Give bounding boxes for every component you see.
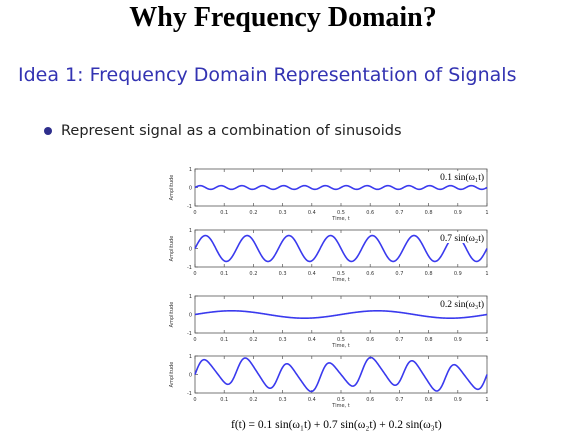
x-tick-label: 0: [193, 210, 196, 216]
x-tick-label: 0.1: [220, 397, 228, 403]
x-tick-label: 0.6: [366, 210, 374, 216]
x-tick-label: 0: [193, 271, 196, 277]
x-tick-label: 0.3: [279, 397, 287, 403]
bullet-item: Represent signal as a combination of sin…: [44, 123, 402, 139]
sum-formula: f(t) = 0.1 sin(ω₁t) + 0.7 sin(ω₂t) + 0.2…: [231, 419, 442, 431]
x-tick-label: 1: [485, 271, 488, 277]
x-tick-label: 0.7: [395, 271, 403, 277]
x-tick-label: 0: [193, 397, 196, 403]
signal-line: [194, 234, 488, 263]
x-tick-label: 0.4: [308, 210, 316, 216]
x-tick-label: 0.8: [425, 337, 433, 343]
x-tick-label: 0.4: [308, 337, 316, 343]
x-tick-label: 0.9: [454, 271, 462, 277]
x-tick-label: 0.1: [220, 210, 228, 216]
y-axis-label: Amplitude: [169, 362, 175, 388]
x-tick-label: 1: [485, 337, 488, 343]
label-bg: [424, 171, 486, 182]
x-tick-label: 0.6: [366, 337, 374, 343]
y-axis-label: Amplitude: [169, 302, 175, 328]
signal-line: [194, 310, 488, 319]
label-bg: [424, 232, 486, 243]
label-bg: [424, 298, 486, 309]
x-tick-label: 0.7: [395, 337, 403, 343]
x-axis-label: Time, t: [331, 403, 349, 409]
x-tick-label: 0.1: [220, 271, 228, 277]
x-tick-label: 0.5: [337, 337, 345, 343]
x-tick-label: 0.3: [279, 337, 287, 343]
y-tick-label: 0: [189, 313, 192, 319]
x-tick-label: 0: [193, 337, 196, 343]
x-tick-label: 0.5: [337, 210, 345, 216]
x-tick-label: 0.9: [454, 210, 462, 216]
x-tick-label: 0.4: [308, 397, 316, 403]
slide-subtitle: Idea 1: Frequency Domain Representation …: [18, 64, 517, 86]
x-axis-label: Time, t: [331, 277, 349, 283]
x-tick-label: 0.8: [425, 397, 433, 403]
y-tick-label: -1: [187, 265, 192, 271]
signal-line: [194, 356, 488, 393]
bullet-dot-icon: [44, 127, 52, 135]
x-tick-label: 1: [485, 397, 488, 403]
x-axis-label: Time, t: [331, 343, 349, 349]
x-tick-label: 0.2: [249, 337, 257, 343]
y-tick-label: -1: [187, 391, 192, 397]
y-axis-label: Amplitude: [169, 175, 175, 201]
x-tick-label: 0.5: [337, 271, 345, 277]
y-tick-label: 1: [189, 167, 192, 173]
y-tick-label: -1: [187, 331, 192, 337]
y-tick-label: 0: [189, 186, 192, 192]
bullet-text: Represent signal as a combination of sin…: [61, 123, 402, 139]
slide-title: Why Frequency Domain?: [129, 2, 437, 33]
x-tick-label: 0.2: [249, 210, 257, 216]
x-tick-label: 0.6: [366, 271, 374, 277]
panel-equation-label: 0.1 sin(ω₁t): [440, 172, 484, 183]
x-tick-label: 0.3: [279, 210, 287, 216]
y-tick-label: -1: [187, 204, 192, 210]
x-tick-label: 0.8: [425, 210, 433, 216]
y-tick-label: 1: [189, 228, 192, 234]
x-tick-label: 0.8: [425, 271, 433, 277]
y-tick-label: 0: [189, 373, 192, 379]
x-tick-label: 0.9: [454, 397, 462, 403]
x-tick-label: 0.9: [454, 337, 462, 343]
x-tick-label: 0.1: [220, 337, 228, 343]
x-tick-label: 0.2: [249, 397, 257, 403]
x-axis-label: Time, t: [331, 216, 349, 222]
y-tick-label: 1: [189, 294, 192, 300]
y-tick-label: 1: [189, 354, 192, 360]
x-tick-label: 0.3: [279, 271, 287, 277]
x-tick-label: 0.6: [366, 397, 374, 403]
y-tick-label: 0: [189, 247, 192, 253]
x-tick-label: 0.5: [337, 397, 345, 403]
x-tick-label: 1: [485, 210, 488, 216]
x-tick-label: 0.7: [395, 210, 403, 216]
panel-equation-label: 0.2 sin(ω₃t): [440, 299, 484, 310]
panel-equation-label: 0.7 sin(ω₂t): [440, 233, 484, 244]
y-axis-label: Amplitude: [169, 236, 175, 262]
x-tick-label: 0.4: [308, 271, 316, 277]
signal-line: [194, 184, 488, 191]
x-tick-label: 0.2: [249, 271, 257, 277]
x-tick-label: 0.7: [395, 397, 403, 403]
